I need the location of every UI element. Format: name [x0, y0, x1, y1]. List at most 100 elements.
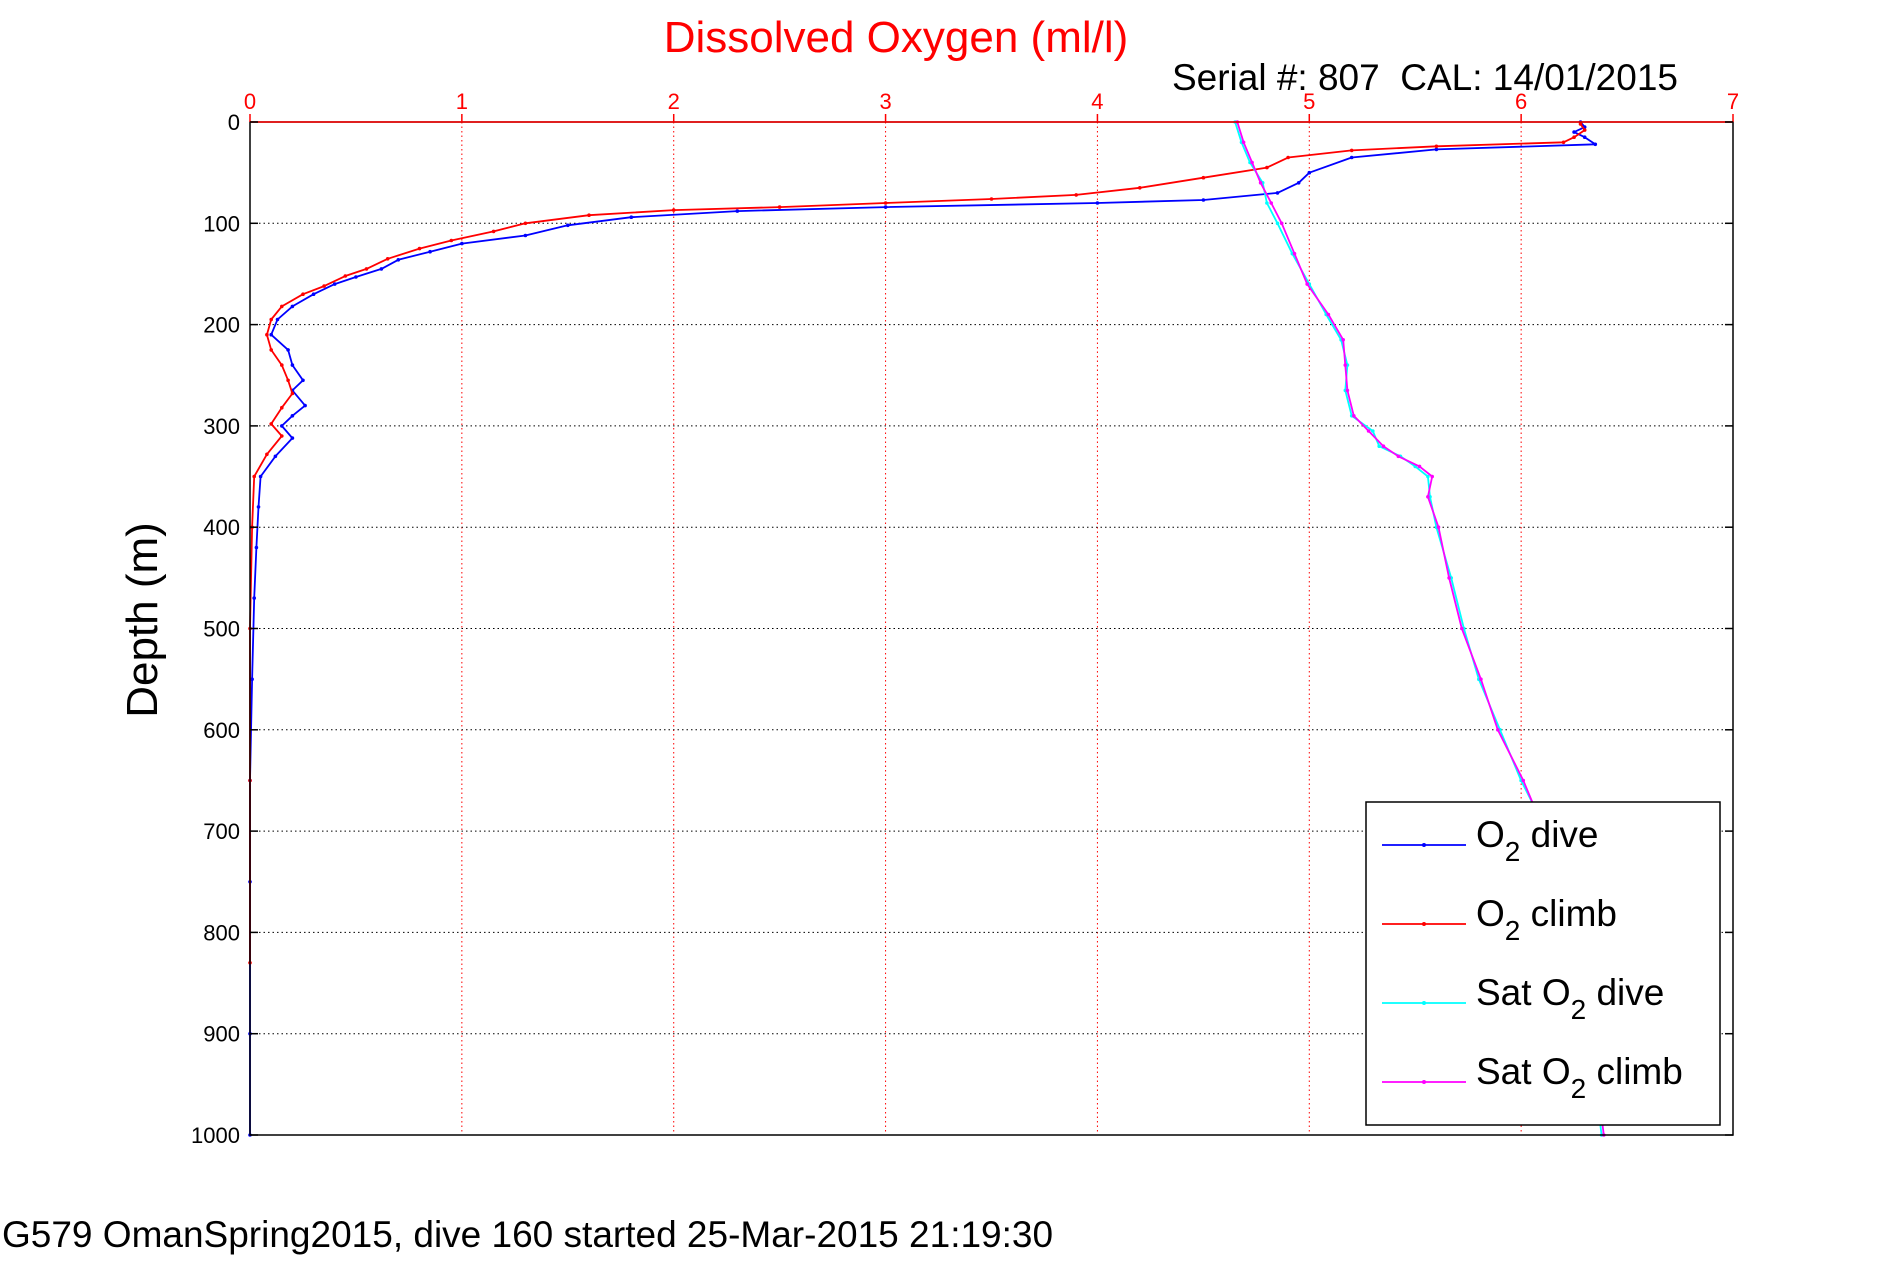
legend-swatch-marker — [1422, 843, 1426, 847]
data-point — [1561, 140, 1566, 145]
data-point — [1496, 728, 1500, 732]
data-point — [332, 282, 337, 286]
data-point — [1447, 576, 1451, 580]
data-point — [1377, 444, 1381, 449]
series-layer — [248, 120, 1606, 1137]
data-point — [343, 274, 348, 278]
y-tick-label: 600 — [203, 718, 240, 743]
legend-swatch-marker — [1422, 922, 1426, 926]
data-point — [303, 403, 307, 408]
data-point — [449, 238, 454, 243]
data-point — [280, 304, 284, 309]
data-point — [252, 474, 256, 479]
data-point — [311, 292, 316, 297]
data-point — [1582, 135, 1587, 139]
data-point — [1430, 474, 1434, 479]
legend-label: O2 climb — [1476, 893, 1617, 946]
data-point — [1241, 140, 1246, 145]
data-point — [280, 405, 284, 410]
y-tick-label: 100 — [203, 211, 240, 236]
data-point — [1279, 221, 1284, 226]
data-point — [265, 332, 269, 337]
data-point — [883, 201, 888, 205]
data-point — [1258, 181, 1263, 185]
data-point — [364, 267, 369, 271]
legend-swatch-marker — [1422, 1001, 1426, 1005]
data-point — [252, 596, 256, 600]
data-point — [1349, 148, 1354, 153]
data-point — [256, 505, 261, 509]
axis-layer: 0 1 2 3 4 5 6 7 0 100 200 300 400 500 600 700 800 900 1000 — [191, 89, 1739, 1148]
x-tick-label: 4 — [1091, 89, 1103, 114]
data-point — [629, 215, 634, 219]
data-point — [1426, 495, 1430, 499]
data-point — [396, 258, 401, 262]
data-point — [250, 677, 254, 681]
data-point — [1366, 429, 1371, 433]
y-tick-label: 500 — [203, 617, 240, 642]
data-point — [1296, 181, 1301, 185]
y-tick-label: 0 — [228, 110, 240, 135]
data-point — [290, 414, 295, 418]
data-point — [1593, 142, 1598, 147]
data-point — [1434, 144, 1439, 149]
data-point — [1341, 338, 1345, 342]
data-point — [258, 474, 263, 479]
x-tick-label: 5 — [1303, 89, 1315, 114]
data-point — [286, 348, 290, 352]
data-point — [290, 436, 295, 440]
data-point — [1095, 201, 1100, 205]
data-point — [1275, 221, 1280, 226]
data-point — [286, 378, 290, 383]
data-point — [1201, 198, 1206, 202]
data-point — [989, 197, 994, 201]
data-point — [1269, 201, 1273, 205]
data-point — [269, 348, 274, 352]
data-point — [254, 545, 259, 550]
data-point — [777, 205, 782, 209]
data-point — [735, 209, 740, 213]
y-tick-label: 400 — [203, 515, 240, 540]
data-point — [1138, 186, 1142, 190]
data-point — [290, 304, 295, 309]
data-point — [566, 223, 570, 228]
data-point — [1582, 128, 1587, 132]
data-point — [1265, 165, 1269, 170]
data-point — [273, 454, 278, 459]
data-point — [1074, 193, 1078, 197]
legend-label: Sat O2 dive — [1476, 972, 1664, 1025]
data-point — [275, 317, 280, 322]
data-point — [1352, 414, 1356, 418]
data-point — [269, 317, 274, 322]
data-point — [1326, 312, 1331, 317]
data-point — [354, 275, 358, 279]
data-point — [428, 249, 432, 254]
legend: O2 dive O2 climb Sat O2 dive Sat O2 climb — [1365, 801, 1721, 1126]
data-point — [491, 229, 496, 234]
data-point — [1275, 191, 1280, 195]
data-point — [280, 424, 284, 428]
data-point — [883, 205, 888, 209]
data-point — [290, 391, 295, 396]
chart-title: Dissolved Oxygen (ml/l) — [664, 13, 1129, 62]
y-tick-label: 1000 — [191, 1123, 240, 1148]
legend-label: O2 dive — [1476, 814, 1599, 867]
data-point — [1349, 155, 1354, 160]
data-point — [1250, 160, 1254, 165]
data-point — [523, 221, 528, 226]
y-tick-label: 900 — [203, 1022, 240, 1047]
data-point — [417, 246, 422, 251]
y-tick-label: 700 — [203, 819, 240, 844]
y-tick-label: 300 — [203, 414, 240, 439]
y-tick-label: 200 — [203, 313, 240, 338]
data-point — [1572, 135, 1576, 139]
data-point — [269, 332, 274, 337]
data-point — [1578, 122, 1583, 126]
x-tick-label: 3 — [879, 89, 891, 114]
data-point — [1479, 677, 1483, 681]
data-point — [280, 363, 284, 367]
data-point — [671, 208, 676, 212]
data-point — [301, 292, 305, 297]
dive-info-footer: G579 OmanSpring2015, dive 160 started 25… — [2, 1214, 1054, 1255]
